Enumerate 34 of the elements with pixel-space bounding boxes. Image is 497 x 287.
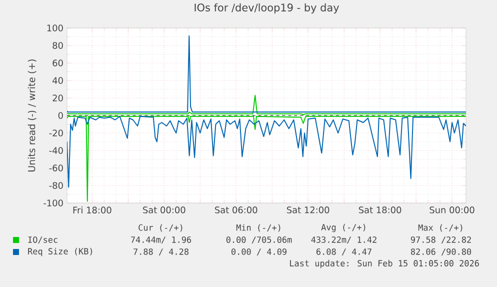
y-tick-label: 20	[52, 94, 63, 102]
text: 0.00 / 4.09	[232, 248, 286, 256]
y-tick-label: 100	[47, 24, 63, 32]
chart-title: IOs for /dev/loop19 - by day	[194, 3, 340, 14]
legend-label: IO/sec	[28, 236, 58, 244]
text: 74.44m/ 1.96	[130, 236, 192, 244]
y-tick-label: -40	[49, 147, 63, 154]
text: 433.22m/ 1.42	[311, 236, 376, 244]
x-tick-label: Sat 18:00	[358, 206, 402, 214]
y-tick-label: 60	[52, 60, 63, 66]
text: Cur (-/+)	[138, 224, 182, 232]
y-tick-label: -20	[49, 130, 63, 136]
text: Max (-/+)	[418, 224, 462, 232]
y-tick-label: 40	[52, 77, 63, 84]
text: Avg (-/+)	[321, 224, 366, 232]
y-tick-label: -100	[44, 200, 63, 206]
y-tick-label: -80	[49, 182, 63, 189]
y-axis-title: Units read (-) / write (+)	[28, 59, 36, 172]
x-tick-label: Sat 06:00	[215, 206, 258, 214]
y-tick-label: -60	[49, 164, 63, 172]
y-tick-label: 80	[52, 42, 63, 49]
x-tick-label: Fri 18:00	[73, 206, 112, 214]
x-tick-label: Sun 00:00	[430, 206, 474, 214]
text: 97.58 /22.82	[410, 236, 471, 244]
x-tick-label: Sat 12:00	[286, 206, 330, 214]
text: 6.08 / 4.47	[316, 248, 372, 256]
text: Last update: Sun Feb 15 01:05:00 2026	[290, 260, 479, 268]
text: Min (-/+)	[236, 224, 280, 232]
x-tick-label: Sat 00:00	[143, 206, 186, 214]
text: 7.88 / 4.28	[134, 248, 189, 256]
text: 82.06 /90.80	[410, 248, 472, 256]
text: 0.00 /705.06m	[226, 236, 292, 244]
legend-label: Req Size (KB)	[28, 248, 92, 256]
y-tick-label: 0	[58, 112, 63, 119]
